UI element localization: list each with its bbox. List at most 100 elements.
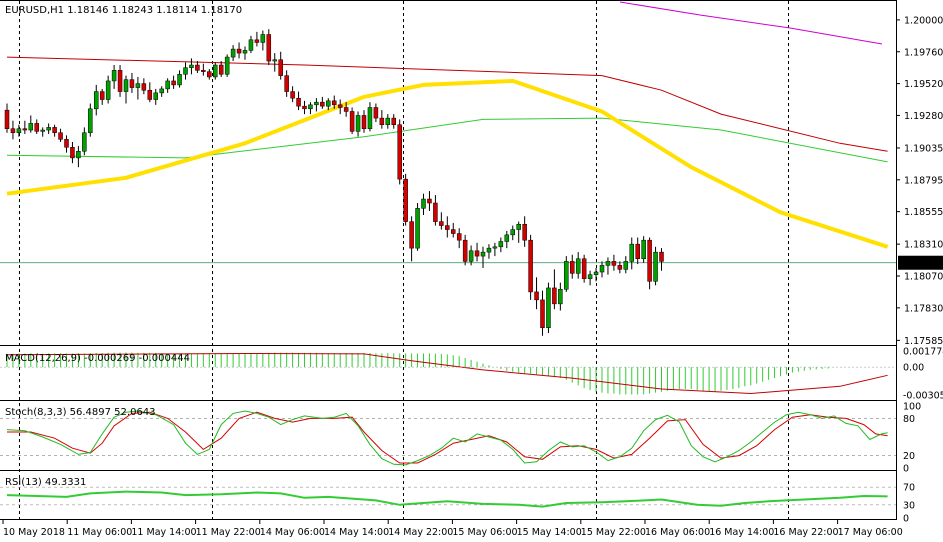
candle-body <box>349 111 355 132</box>
candle <box>575 252 581 279</box>
candle-body <box>111 70 117 82</box>
candle <box>94 84 99 116</box>
candle <box>367 102 373 132</box>
candle <box>599 261 605 278</box>
candle-body <box>445 225 450 230</box>
candle <box>117 65 123 97</box>
candle-body <box>34 123 39 132</box>
candle-body <box>314 101 319 106</box>
candle-body <box>522 224 527 241</box>
candle-body <box>236 48 242 54</box>
candle-body <box>379 117 385 125</box>
candle <box>177 70 182 88</box>
candle-body <box>510 229 515 236</box>
candle-body <box>46 127 51 131</box>
candle <box>451 222 456 238</box>
macd-header: MACD(12,26,9) -0.000269 -0.000444 <box>5 353 190 364</box>
candle-body <box>337 104 343 108</box>
price-tick-label: 1.18555 <box>904 207 943 218</box>
macd-tick-label: 0.001774 <box>903 346 943 357</box>
candle <box>242 46 248 60</box>
candle <box>337 99 343 115</box>
price-tick-label: 1.19035 <box>904 143 943 154</box>
candle <box>385 114 391 129</box>
candle-body <box>373 107 379 119</box>
time-tick-label: 16 May 06:00 <box>645 527 710 538</box>
candle <box>522 216 527 247</box>
candle-body <box>498 241 504 248</box>
candle-body <box>64 139 69 148</box>
candle <box>272 53 277 72</box>
time-tick-label: 11 May 22:00 <box>196 527 261 538</box>
candle <box>379 110 385 129</box>
candle <box>314 98 319 112</box>
candle-body <box>528 239 533 293</box>
candle-body <box>52 127 57 133</box>
candle <box>587 270 593 286</box>
candle-body <box>635 243 640 259</box>
price-tick-label: 1.20000 <box>904 15 943 26</box>
candle-body <box>605 261 611 266</box>
rsi-tick-label: 30 <box>903 500 915 511</box>
candle <box>278 51 283 80</box>
candle <box>218 61 224 77</box>
candle-body <box>403 178 408 222</box>
candle <box>510 225 515 241</box>
time-tick-label: 16 May 22:00 <box>773 527 838 538</box>
macd-panel: 0.001774 0.00 -0.003058 MACD(12,26,9) -0.0… <box>0 346 943 401</box>
stochastic-main-line <box>6 410 888 466</box>
candle <box>201 63 206 76</box>
candle-body <box>504 234 510 242</box>
ma-red-line <box>6 56 888 152</box>
candle <box>456 228 462 249</box>
candle <box>326 98 331 111</box>
candle-body <box>320 101 325 107</box>
candle <box>195 61 200 73</box>
stochastic-header: Stoch(8,3,3) 56.4897 52.0643 <box>5 407 156 418</box>
candle-body <box>284 75 289 92</box>
candle <box>159 86 164 97</box>
candle <box>171 75 176 89</box>
candle-body <box>587 274 593 279</box>
candle-body <box>242 50 248 54</box>
candle-body <box>623 261 629 270</box>
candle <box>213 62 218 80</box>
candle-body <box>135 83 141 88</box>
candle <box>534 277 539 310</box>
candle <box>123 75 129 104</box>
candle <box>623 256 629 274</box>
candle-body <box>558 289 563 305</box>
price-axis: 1.20000 1.19760 1.19520 1.19280 1.19035 1.187… <box>896 15 943 347</box>
candle <box>486 244 492 259</box>
stochastic-tick-label: 80 <box>903 414 915 425</box>
candle <box>105 75 111 104</box>
price-tick-label: 1.18070 <box>904 272 943 283</box>
candle <box>593 268 599 282</box>
candle-body <box>76 151 81 159</box>
candle <box>659 248 664 271</box>
price-tick-label: 1.17830 <box>904 303 943 314</box>
candle <box>641 236 646 263</box>
candle <box>349 107 355 135</box>
macd-tick-label: 0.00 <box>903 363 924 374</box>
candle-body <box>492 246 498 249</box>
candle <box>230 45 236 62</box>
candle-body <box>177 74 182 86</box>
candle <box>564 256 569 292</box>
candle-body <box>16 128 22 133</box>
candle <box>16 124 22 137</box>
candle <box>647 237 652 290</box>
macd-tick-label: -0.003058 <box>903 390 943 401</box>
candle <box>653 246 658 286</box>
candle <box>40 127 45 137</box>
candle <box>462 234 468 266</box>
candle-body <box>147 89 153 100</box>
time-tick-label: 14 May 14:00 <box>324 527 389 538</box>
candle <box>141 78 147 95</box>
candle <box>46 123 51 135</box>
macd-signal-line <box>6 352 888 395</box>
candle <box>290 86 295 103</box>
candle-body <box>570 261 575 274</box>
